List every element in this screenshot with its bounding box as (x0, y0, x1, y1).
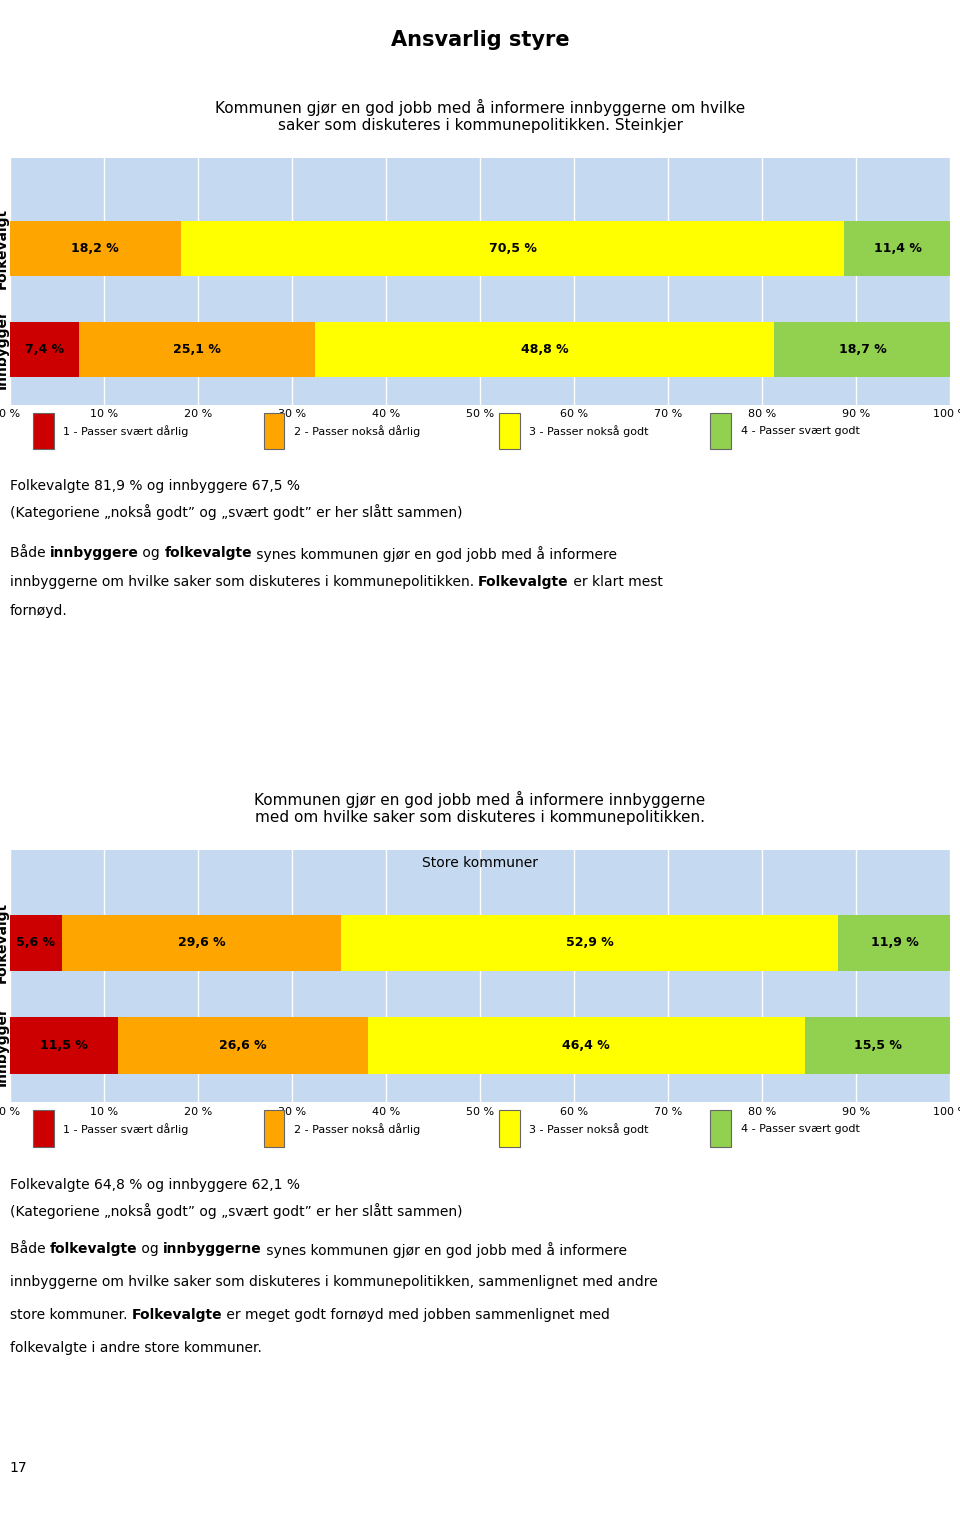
Text: 26,6 %: 26,6 % (219, 1039, 267, 1053)
Text: 2 - Passer nokså dårlig: 2 - Passer nokså dårlig (294, 1123, 420, 1135)
Text: 48,8 %: 48,8 % (521, 342, 568, 356)
Text: 25,1 %: 25,1 % (174, 342, 221, 356)
Text: 52,9 %: 52,9 % (565, 937, 613, 949)
Text: 2 - Passer nokså dårlig: 2 - Passer nokså dårlig (294, 425, 420, 437)
Text: innbyggerne om hvilke saker som diskuteres i kommunepolitikken.: innbyggerne om hvilke saker som diskuter… (10, 575, 478, 590)
Text: fornøyd.: fornøyd. (10, 604, 67, 619)
Bar (10, 914, 62, 972)
Text: Folkevalgte 81,9 % og innbyggere 67,5 %: Folkevalgte 81,9 % og innbyggere 67,5 % (10, 480, 300, 494)
Text: 46,4 %: 46,4 % (563, 1039, 611, 1053)
Bar (710, 1111, 732, 1148)
Text: Både: Både (10, 1242, 50, 1256)
Text: 11,9 %: 11,9 % (871, 937, 919, 949)
Text: Store kommuner: Store kommuner (422, 856, 538, 869)
Text: 7,4 %: 7,4 % (25, 342, 64, 356)
Text: folkevalgte: folkevalgte (164, 545, 252, 561)
Text: 15,5 %: 15,5 % (853, 1039, 901, 1053)
Text: Folkevalgte 64,8 % og innbyggere 62,1 %: Folkevalgte 64,8 % og innbyggere 62,1 % (10, 1178, 300, 1192)
Bar (804, 1018, 950, 1074)
Text: 1 - Passer svært dårlig: 1 - Passer svært dårlig (63, 425, 188, 437)
Text: innbyggere: innbyggere (50, 545, 138, 561)
Bar (33, 413, 54, 449)
Text: (Kategoriene „nokså godt” og „svært godt” er her slått sammen): (Kategoriene „nokså godt” og „svært godt… (10, 1203, 462, 1219)
Text: Ansvarlig styre: Ansvarlig styre (391, 31, 569, 50)
Bar (499, 413, 519, 449)
Text: synes kommunen gjør en god jobb med å informere: synes kommunen gjør en god jobb med å in… (252, 545, 617, 562)
Bar (775, 322, 950, 377)
Text: 4 - Passer svært godt: 4 - Passer svært godt (740, 426, 859, 435)
Text: innbyggerne om hvilke saker som diskuteres i kommunepolitikken, sammenlignet med: innbyggerne om hvilke saker som diskuter… (10, 1274, 658, 1288)
Text: folkevalgte i andre store kommuner.: folkevalgte i andre store kommuner. (10, 1340, 261, 1355)
Bar (499, 1111, 519, 1148)
Bar (710, 413, 732, 449)
Bar (264, 413, 284, 449)
Text: synes kommunen gjør en god jobb med å informere: synes kommunen gjør en god jobb med å in… (262, 1242, 627, 1258)
Text: 3 - Passer nokså godt: 3 - Passer nokså godt (529, 1123, 648, 1135)
Bar (341, 914, 838, 972)
Text: 1 - Passer svært dårlig: 1 - Passer svært dårlig (63, 1123, 188, 1135)
Bar (315, 322, 775, 377)
Bar (844, 222, 951, 277)
Bar (368, 1018, 804, 1074)
Text: 5,6 %: 5,6 % (16, 937, 56, 949)
Bar (10, 222, 180, 277)
Text: 17: 17 (10, 1461, 27, 1475)
Text: 18,2 %: 18,2 % (71, 243, 119, 255)
Text: og: og (137, 1242, 163, 1256)
Text: Både: Både (10, 545, 50, 561)
Text: Kommunen gjør en god jobb med å informere innbyggerne
med om hvilke saker som di: Kommunen gjør en god jobb med å informer… (254, 792, 706, 825)
Bar (10, 1018, 118, 1074)
Text: 3 - Passer nokså godt: 3 - Passer nokså godt (529, 425, 648, 437)
Bar (33, 1111, 54, 1148)
Text: Folkevalgte: Folkevalgte (478, 575, 568, 590)
Bar (264, 1111, 284, 1148)
Bar (62, 914, 341, 972)
Bar (838, 914, 950, 972)
Text: 11,5 %: 11,5 % (39, 1039, 87, 1053)
Bar (10, 322, 80, 377)
Bar (180, 222, 844, 277)
Text: er meget godt fornøyd med jobben sammenlignet med: er meget godt fornøyd med jobben sammenl… (222, 1308, 610, 1322)
Text: 70,5 %: 70,5 % (489, 243, 537, 255)
Bar (118, 1018, 368, 1074)
Text: 18,7 %: 18,7 % (839, 342, 886, 356)
Text: folkevalgte: folkevalgte (50, 1242, 137, 1256)
Text: og: og (138, 545, 164, 561)
Text: er klart mest: er klart mest (568, 575, 662, 590)
Text: 11,4 %: 11,4 % (874, 243, 922, 255)
Text: (Kategoriene „nokså godt” og „svært godt” er her slått sammen): (Kategoriene „nokså godt” og „svært godt… (10, 504, 462, 520)
Text: innbyggerne: innbyggerne (163, 1242, 262, 1256)
Text: 4 - Passer svært godt: 4 - Passer svært godt (740, 1123, 859, 1134)
Text: Kommunen gjør en god jobb med å informere innbyggerne om hvilke
saker som diskut: Kommunen gjør en god jobb med å informer… (215, 99, 745, 133)
Text: 29,6 %: 29,6 % (178, 937, 226, 949)
Text: Folkevalgte: Folkevalgte (132, 1308, 222, 1322)
Text: store kommuner.: store kommuner. (10, 1308, 132, 1322)
Bar (80, 322, 315, 377)
